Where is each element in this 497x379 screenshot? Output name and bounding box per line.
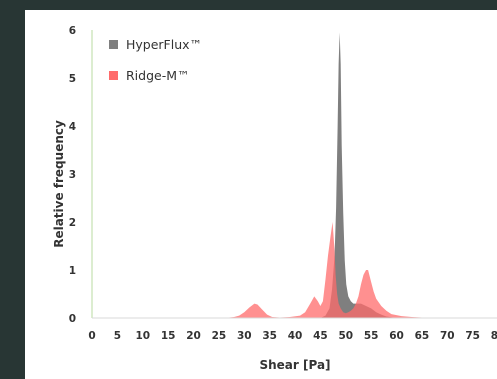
x-tick-label: 50 — [338, 330, 353, 342]
legend-swatch-ridge-m — [109, 71, 118, 80]
series-area-ridge-m — [223, 222, 497, 318]
x-tick-label: 15 — [161, 330, 176, 342]
x-axis-title: Shear [Pa] — [259, 358, 330, 372]
x-tick-label: 0 — [88, 330, 95, 342]
y-tick-label: 2 — [69, 217, 76, 229]
x-tick-label: 35 — [262, 330, 277, 342]
y-axis-title: Relative frequency — [52, 120, 66, 248]
x-tick-label: 75 — [465, 330, 480, 342]
x-tick-label: 5 — [114, 330, 121, 342]
legend: HyperFlux™ Ridge-M™ — [109, 37, 202, 83]
x-tick-label: 30 — [237, 330, 252, 342]
x-tick-label: 45 — [313, 330, 328, 342]
y-tick-label: 4 — [69, 121, 76, 133]
x-tick-label: 10 — [135, 330, 150, 342]
x-tick-label: 65 — [415, 330, 430, 342]
legend-label-hyperflux: HyperFlux™ — [126, 37, 202, 52]
x-tick-label: 60 — [389, 330, 404, 342]
legend-swatch-hyperflux — [109, 40, 118, 49]
series-layer — [223, 32, 497, 319]
x-tick-label: 20 — [186, 330, 201, 342]
y-tick-labels: 0 1 2 3 4 5 6 — [69, 25, 76, 325]
y-tick-label: 3 — [69, 169, 76, 181]
x-tick-labels: 0 5 10 15 20 25 30 35 40 45 50 55 60 65 70 75 80 — [88, 330, 497, 342]
y-tick-label: 0 — [69, 313, 76, 325]
x-tick-label: 80 — [491, 330, 497, 342]
x-tick-label: 70 — [440, 330, 455, 342]
y-tick-label: 5 — [69, 73, 76, 85]
y-tick-label: 1 — [69, 265, 76, 277]
series-area-hyperflux — [320, 32, 397, 319]
legend-label-ridge-m: Ridge-M™ — [126, 68, 190, 83]
y-tick-label: 6 — [69, 25, 76, 37]
x-tick-label: 25 — [212, 330, 227, 342]
x-tick-label: 40 — [288, 330, 303, 342]
x-tick-label: 55 — [364, 330, 379, 342]
